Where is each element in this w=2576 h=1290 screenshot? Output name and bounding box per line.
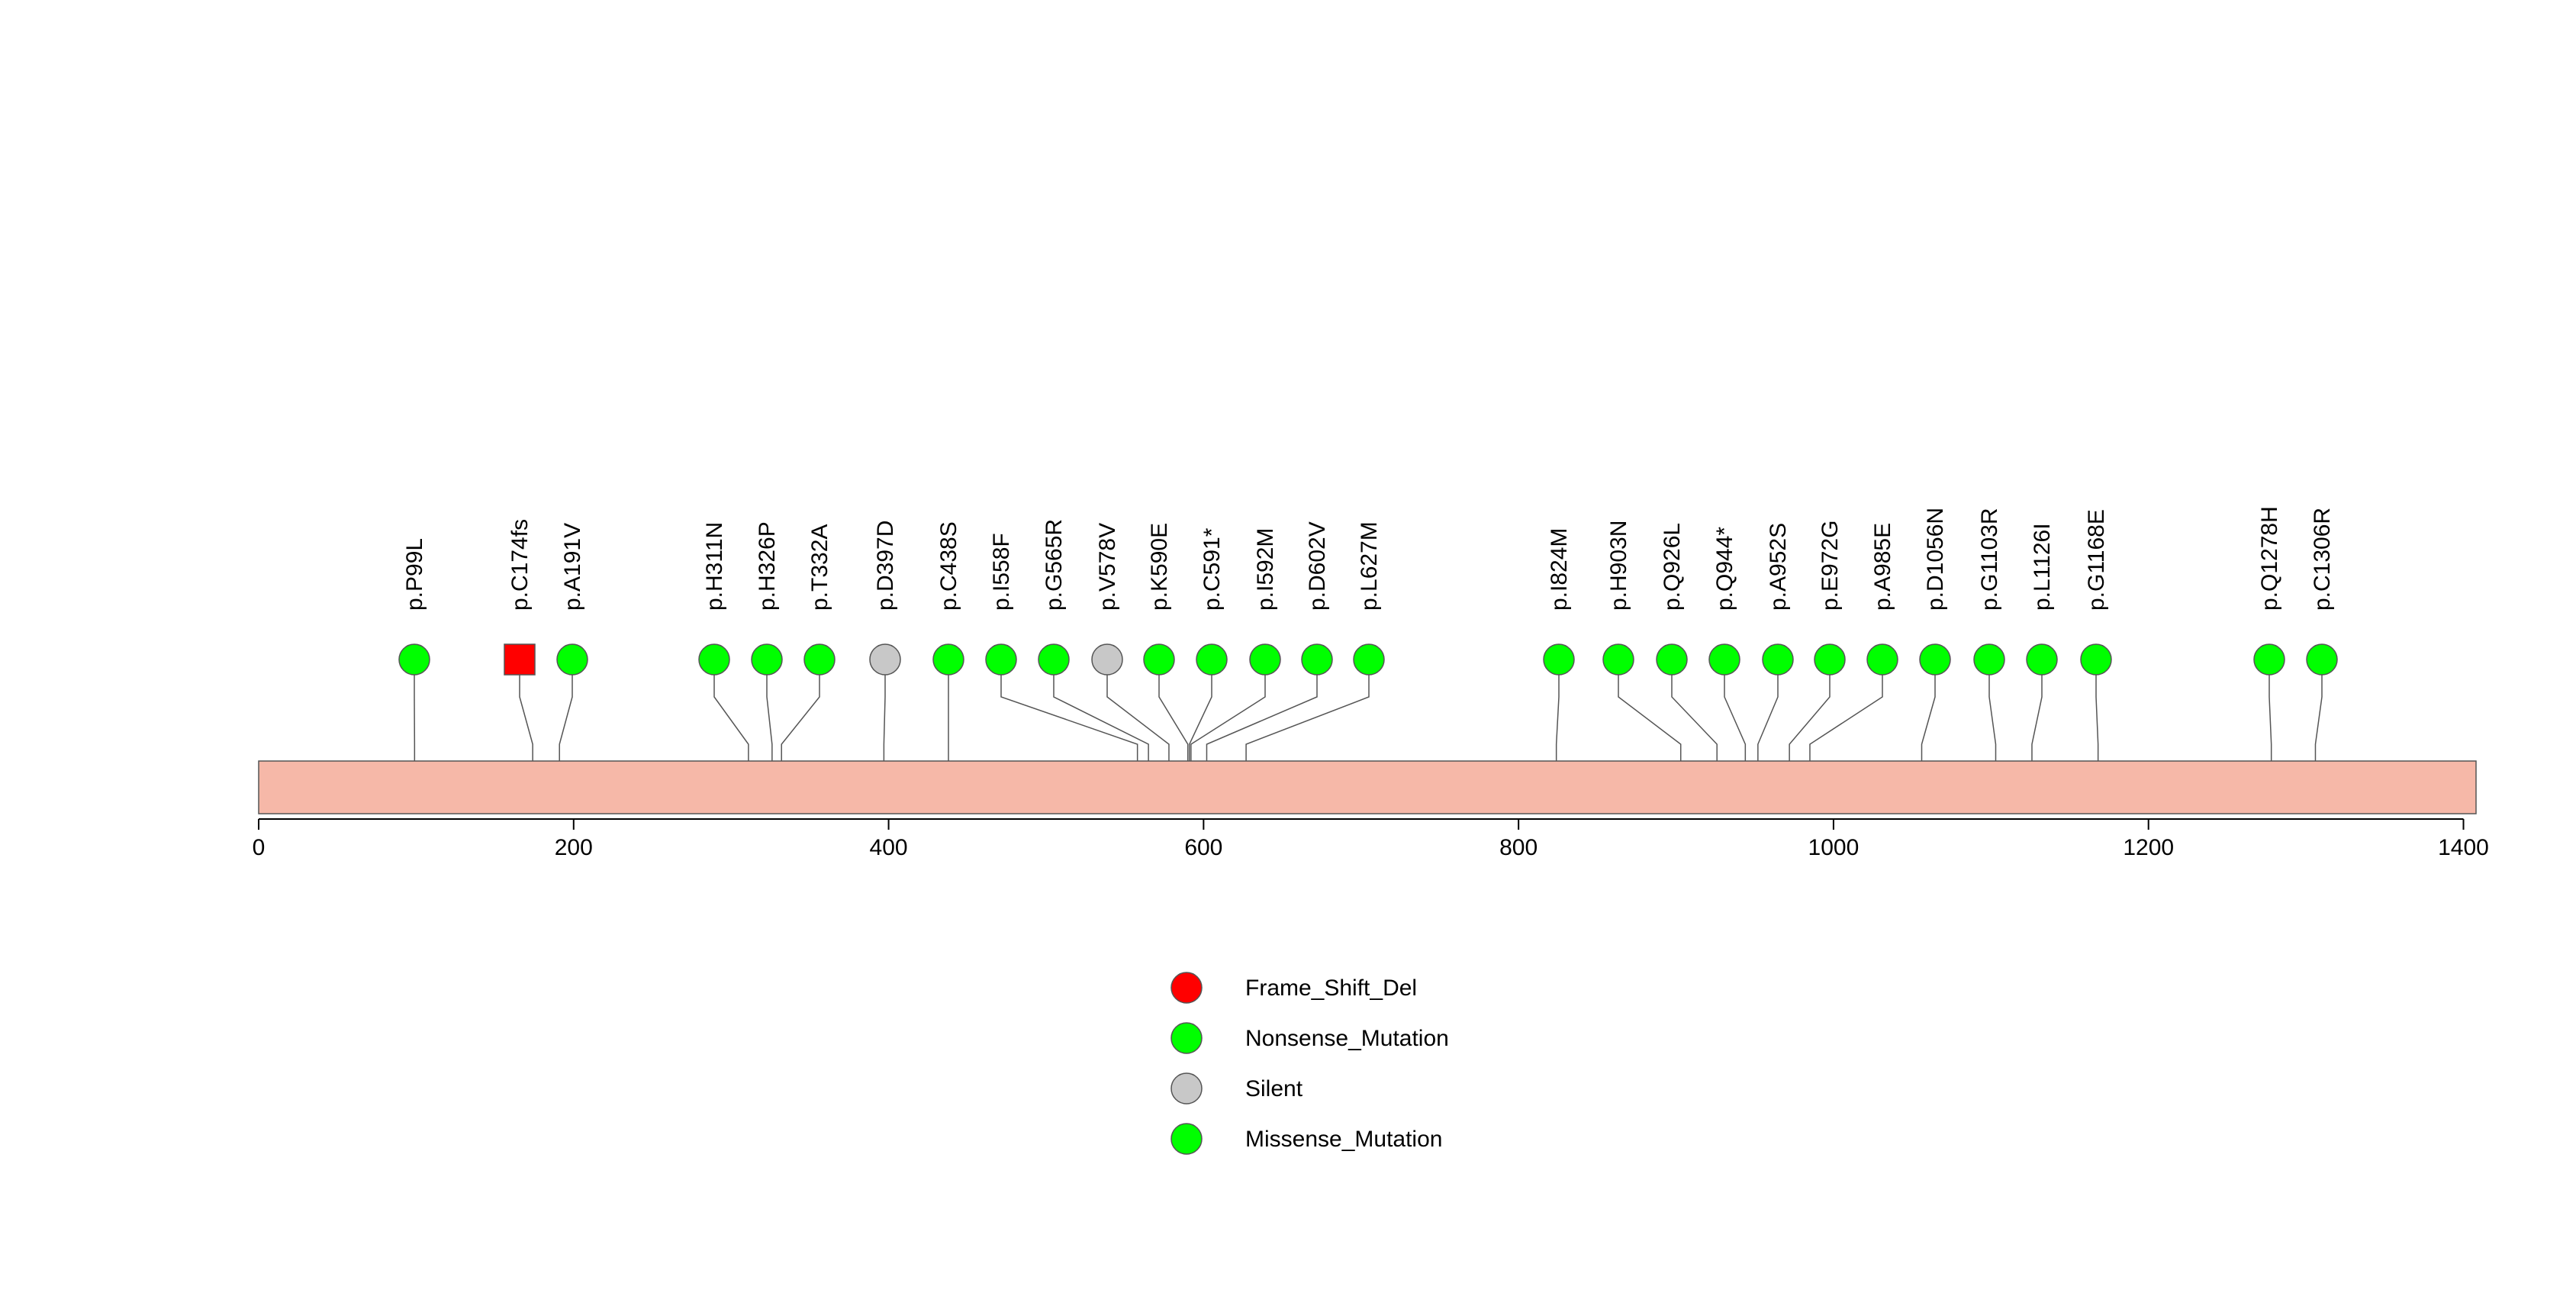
mutation-point-p-i558f[interactable] <box>985 643 1017 676</box>
mutation-point-p-q944[interactable] <box>1708 643 1740 676</box>
mutation-label-p-a191v: p.A191V <box>560 523 585 611</box>
mutation-point-p-c174fs[interactable] <box>504 643 536 676</box>
x-tick-label-200: 200 <box>555 835 593 860</box>
legend-swatch-silent <box>1170 1072 1203 1105</box>
mutation-point-p-h903n[interactable] <box>1602 643 1634 676</box>
mutation-point-p-d397d[interactable] <box>869 643 901 676</box>
mutation-label-p-g1168e: p.G1168E <box>2084 509 2109 611</box>
mutation-point-p-a191v[interactable] <box>556 643 588 676</box>
mutation-label-p-d397d: p.D397D <box>873 521 898 611</box>
legend-swatch-frame-shift-del <box>1170 972 1203 1004</box>
mutation-point-p-a985e[interactable] <box>1866 643 1898 676</box>
x-tick-label-1200: 1200 <box>2123 835 2174 860</box>
mutation-point-p-h326p[interactable] <box>751 643 783 676</box>
mutation-label-p-h903n: p.H903N <box>1606 521 1631 611</box>
x-axis: 0 200 400 600 800 1000 1200 1400 <box>253 818 2489 860</box>
mutation-point-p-e972g[interactable] <box>1814 643 1846 676</box>
mutation-label-p-p99l: p.P99L <box>402 538 427 611</box>
x-tick-label-1000: 1000 <box>1808 835 1860 860</box>
mutation-label-p-g1103r: p.G1103R <box>1977 508 2002 611</box>
lollipop-heads <box>398 643 2338 676</box>
mutation-point-p-c591[interactable] <box>1196 643 1228 676</box>
mutation-point-p-t332a[interactable] <box>803 643 836 676</box>
mutation-label-p-i592m: p.I592M <box>1253 528 1278 611</box>
mutation-label-p-g565r: p.G565R <box>1042 519 1067 611</box>
legend: Frame_Shift_Del Nonsense_Mutation Silent Mi… <box>1170 972 1449 1155</box>
mutation-label-p-c591: p.C591* <box>1199 527 1225 611</box>
mutation-label-p-c438s: p.C438S <box>936 521 961 611</box>
mutation-label-p-c174fs: p.C174fs <box>507 519 533 611</box>
legend-swatch-missense-mutation <box>1170 1123 1203 1155</box>
x-tick-label-1400: 1400 <box>2438 835 2489 860</box>
mutation-label-p-d1056n: p.D1056N <box>1923 508 1948 611</box>
mutation-label-p-e972g: p.E972G <box>1818 521 1843 611</box>
mutation-label-p-i558f: p.I558F <box>989 533 1014 611</box>
mutation-label-p-k590e: p.K590E <box>1147 523 1172 611</box>
mutation-point-p-p99l[interactable] <box>398 643 430 676</box>
mutation-label-p-l1126i: p.L1126I <box>2030 523 2055 611</box>
mutation-point-p-d602v[interactable] <box>1301 643 1333 676</box>
mutation-point-p-g1168e[interactable] <box>2080 643 2112 676</box>
mutation-point-p-i592m[interactable] <box>1249 643 1281 676</box>
legend-label-frame-shift-del: Frame_Shift_Del <box>1245 976 1417 1001</box>
x-tick-label-400: 400 <box>870 835 908 860</box>
legend-swatch-nonsense-mutation <box>1170 1022 1203 1054</box>
mutation-point-p-q926l[interactable] <box>1656 643 1688 676</box>
mutation-label-p-c1306r: p.C1306R <box>2310 508 2335 611</box>
mutation-point-p-v578v[interactable] <box>1091 643 1123 676</box>
mutation-point-p-c1306r[interactable] <box>2306 643 2338 676</box>
mutation-point-p-h311n[interactable] <box>698 643 730 676</box>
mutation-point-p-g1103r[interactable] <box>1973 643 2005 676</box>
mutation-label-p-q944: p.Q944* <box>1712 527 1737 611</box>
x-tick-label-600: 600 <box>1184 835 1222 860</box>
mutation-label-p-a952s: p.A952S <box>1766 523 1791 611</box>
x-tick-label-800: 800 <box>1499 835 1538 860</box>
mutation-point-p-l627m[interactable] <box>1353 643 1385 676</box>
mutation-label-p-l627m: p.L627M <box>1357 521 1382 611</box>
mutation-labels: p.P99L p.C174fs p.A191V p.H311N p.H326P p.T33… <box>402 506 2335 611</box>
mutation-label-p-t332a: p.T332A <box>807 524 832 611</box>
mutation-label-p-a985e: p.A985E <box>1870 523 1895 611</box>
legend-label-missense-mutation: Missense_Mutation <box>1245 1127 1442 1152</box>
mutation-point-p-a952s[interactable] <box>1762 643 1794 676</box>
mutation-label-p-v578v: p.V578V <box>1095 523 1120 611</box>
protein-backbone <box>258 760 2477 814</box>
mutation-point-p-k590e[interactable] <box>1143 643 1175 676</box>
mutation-label-p-q1278h: p.Q1278H <box>2257 506 2282 611</box>
x-tick-label-0: 0 <box>253 835 266 860</box>
mutation-label-p-h326p: p.H326P <box>755 521 780 611</box>
mutation-point-p-l1126i[interactable] <box>2026 643 2058 676</box>
mutation-label-p-d602v: p.D602V <box>1305 521 1330 611</box>
mutation-point-p-d1056n[interactable] <box>1919 643 1951 676</box>
mutation-point-p-g565r[interactable] <box>1038 643 1070 676</box>
mutation-label-p-q926l: p.Q926L <box>1660 523 1685 611</box>
mutation-point-p-i824m[interactable] <box>1543 643 1575 676</box>
mutation-label-p-i824m: p.I824M <box>1547 528 1572 611</box>
legend-label-silent: Silent <box>1245 1076 1303 1101</box>
mutation-point-p-c438s[interactable] <box>932 643 964 676</box>
mutation-label-p-h311n: p.H311N <box>702 522 727 611</box>
mutation-point-p-q1278h[interactable] <box>2253 643 2285 676</box>
legend-label-nonsense-mutation: Nonsense_Mutation <box>1245 1026 1449 1051</box>
